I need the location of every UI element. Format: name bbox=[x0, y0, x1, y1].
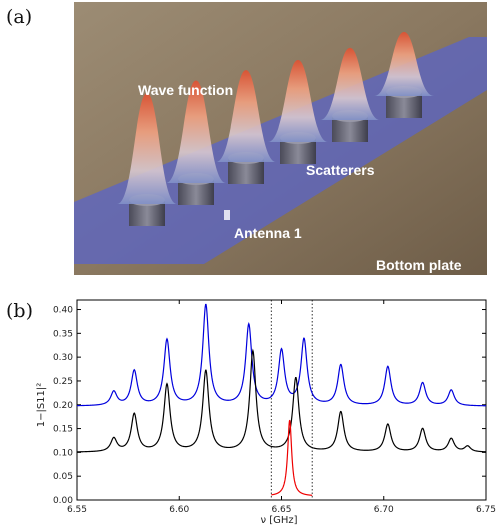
wave-function-peaks bbox=[117, 32, 434, 226]
y-tick-label: 0.15 bbox=[53, 425, 73, 435]
x-tick-label: 6.65 bbox=[271, 505, 291, 515]
bottom-plate-label: Bottom plate bbox=[376, 257, 462, 273]
series-line-2 bbox=[271, 419, 313, 496]
y-tick-label: 0.35 bbox=[53, 329, 73, 339]
wave-function-peak bbox=[268, 60, 328, 142]
wave-function-peak bbox=[320, 47, 380, 121]
series-line-1 bbox=[77, 348, 487, 453]
series-line-0 bbox=[76, 303, 486, 407]
plot-frame bbox=[76, 299, 487, 501]
wave-function-label: Wave function bbox=[138, 82, 233, 98]
x-axis-label: ν [GHz] bbox=[260, 515, 297, 525]
chart-series bbox=[76, 300, 487, 500]
x-tick-label: 6.75 bbox=[476, 505, 496, 515]
y-tick-label: 0.40 bbox=[53, 306, 73, 316]
x-tick-label: 6.70 bbox=[374, 505, 394, 515]
reflection-spectrum-chart: 6.55 6.60 6.65 6.70 6.75 0.00 0.05 0.10 0.15 0.20… bbox=[36, 299, 496, 525]
y-tick-label: 0.20 bbox=[53, 401, 73, 411]
panel-b-label: (b) bbox=[6, 300, 33, 322]
antenna-pin bbox=[224, 210, 230, 220]
antenna-label: Antenna 1 bbox=[234, 225, 302, 241]
experimental-setup-photo: Wave function Scatterers Antenna 1 Botto… bbox=[74, 2, 487, 275]
y-tick-label: 0.25 bbox=[53, 377, 73, 387]
x-tick-label: 6.60 bbox=[169, 505, 189, 515]
wave-function-peak bbox=[216, 70, 276, 162]
y-tick-label: 0.00 bbox=[53, 496, 73, 506]
y-tick-label: 0.30 bbox=[53, 353, 73, 363]
y-axis-label: 1−|S11|² bbox=[36, 383, 47, 428]
y-tick-label: 0.10 bbox=[53, 448, 73, 458]
wave-function-peak bbox=[117, 93, 177, 204]
wave-function-peak bbox=[374, 32, 434, 96]
y-tick-label: 0.05 bbox=[53, 472, 73, 482]
scatterers-label: Scatterers bbox=[306, 162, 375, 178]
wave-function-peak bbox=[166, 80, 226, 183]
panel-a-label: (a) bbox=[6, 6, 33, 28]
chart-axes: 6.55 6.60 6.65 6.70 6.75 0.00 0.05 0.10 0.15 0.20… bbox=[53, 299, 496, 515]
x-tick-label: 6.55 bbox=[67, 505, 87, 515]
